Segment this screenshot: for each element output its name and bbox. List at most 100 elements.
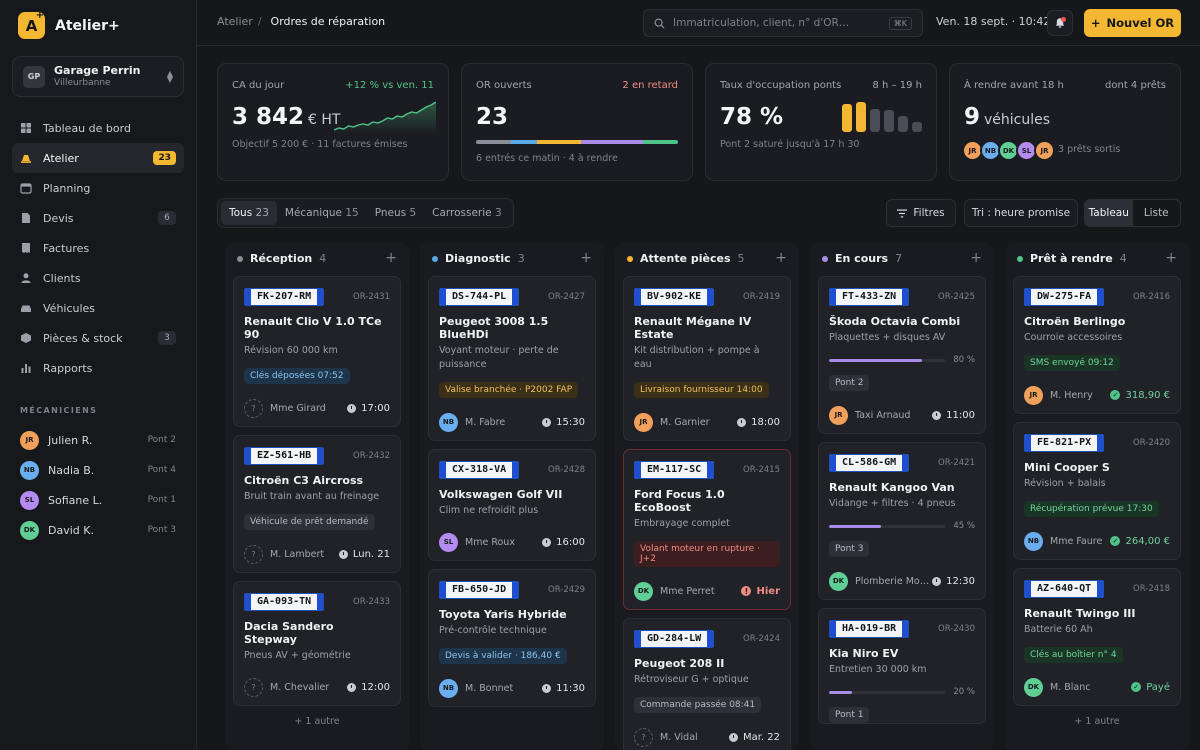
column-title: Attente pièces [640, 252, 731, 265]
job-description: Pneus AV + géométrie [244, 650, 351, 661]
repair-order-card[interactable]: CX-318-VA OR-2428 Volkswagen Golf VII Clim … [428, 449, 596, 561]
card-footer: ? M. Vidal Mar. 22 [634, 719, 780, 750]
plate-eu-band [440, 582, 446, 598]
view-table-button[interactable]: Tableau [1085, 200, 1133, 226]
add-card-button[interactable]: + [1165, 250, 1177, 266]
plate-number: FK-207-RM [257, 291, 312, 302]
sidebar-item-clients[interactable]: Clients [12, 263, 184, 293]
vehicle-model: Citroën Berlingo [1024, 315, 1126, 328]
clock-icon [542, 537, 552, 547]
unassigned-avatar[interactable]: ? [634, 727, 653, 747]
mechanics-title: MÉCANICIENS [20, 406, 98, 415]
repair-order-card[interactable]: CL-586-GM OR-2421 Renault Kangoo Van Vidang… [818, 442, 986, 600]
vehicle-model: Renault Clio V 1.0 TCe 90 [244, 315, 382, 341]
client: JR M. Henry [1024, 385, 1093, 405]
sidebar-item-factures[interactable]: Factures [12, 233, 184, 263]
sidebar-item-planning[interactable]: Planning [12, 173, 184, 203]
unassigned-avatar[interactable]: ? [244, 398, 263, 418]
brand[interactable]: A + Atelier+ [18, 10, 120, 39]
garage-switcher[interactable]: GP Garage Perrin Villeurbanne ▲ ▼ [12, 56, 184, 97]
repair-order-card[interactable]: DS-744-PL OR-2427 Peugeot 3008 1.5 BlueHDi… [428, 276, 596, 441]
more-cards-link[interactable]: + 1 autre [1074, 716, 1120, 727]
progress-fill [829, 524, 882, 528]
client: DK Plomberie Mo… [829, 571, 929, 591]
repair-order-card[interactable]: FT-433-ZN OR-2425 Škoda Octavia Combi Plaqu… [818, 276, 986, 434]
current-datetime: Ven. 18 sept. · 10:42 [936, 15, 1051, 28]
kanban-column: En cours 7 + FT-433-ZN OR-2425 Škoda Octavia … [810, 243, 994, 750]
mechanic-name: David K. [48, 523, 94, 537]
mechanic-avatar: JR [829, 405, 848, 425]
add-card-button[interactable]: + [385, 250, 397, 266]
plus-icon: + [1090, 16, 1101, 30]
filter-tab-mécanique[interactable]: Mécanique 15 [284, 207, 359, 219]
filter-tab-tous[interactable]: Tous 23 [221, 201, 277, 225]
repair-order-card[interactable]: FK-207-RM OR-2431 Renault Clio V 1.0 TCe 9… [233, 276, 401, 427]
card-header: BV-902-KE OR-2419 [634, 288, 780, 306]
plate-number: FB-650-JD [452, 584, 507, 595]
sidebar-item-pièces-stock[interactable]: Pièces & stock 3 [12, 323, 184, 353]
sidebar-item-rapports[interactable]: Rapports [12, 353, 184, 383]
mechanic-row[interactable]: SL Sofiane L. Pont 1 [20, 485, 176, 515]
repair-order-card[interactable]: GD-284-LW OR-2424 Peugeot 208 II Rétroviseu… [623, 618, 791, 750]
license-plate: CX-318-VA [439, 461, 520, 479]
garage-avatar: GP [23, 65, 45, 88]
repair-order-card[interactable]: DW-275-FA OR-2416 Citroën Berlingo Courroie… [1013, 276, 1181, 414]
add-card-button[interactable]: + [580, 250, 592, 266]
repair-order-card[interactable]: BV-902-KE OR-2419 Renault Mégane IV Estate… [623, 276, 791, 441]
column-status-dot [822, 255, 828, 262]
filter-tab-carrosserie[interactable]: Carrosserie 3 [432, 207, 502, 219]
breadcrumb-root[interactable]: Atelier [217, 15, 253, 28]
mechanic-row[interactable]: JR Julien R. Pont 2 [20, 425, 176, 455]
add-card-button[interactable]: + [970, 250, 982, 266]
kpi-occupation-hours: 8 h – 19 h [872, 80, 922, 91]
sidebar-item-tableau-de-bord[interactable]: Tableau de bord [12, 113, 184, 143]
sidebar-item-véhicules[interactable]: Véhicules [12, 293, 184, 323]
repair-order-card[interactable]: EZ-561-HB OR-2432 Citroën C3 Aircross Bruit… [233, 435, 401, 573]
filter-tab-pneus[interactable]: Pneus 5 [374, 207, 417, 219]
view-list-button[interactable]: Liste [1143, 207, 1169, 219]
plate-eu-band [635, 462, 641, 478]
search-input[interactable]: Immatriculation, client, n° d'OR… ⌘K [643, 9, 923, 37]
unassigned-avatar[interactable]: ? [244, 544, 263, 564]
repair-order-card[interactable]: FB-650-JD OR-2429 Toyota Yaris Hybride Pré-… [428, 569, 596, 707]
vehicle-model: Ford Focus 1.0 EcoBoost [634, 488, 725, 514]
or-number: OR-2424 [743, 634, 780, 644]
plate-dept-band [1097, 581, 1104, 597]
license-plate: CL-586-GM [829, 454, 910, 472]
kpi-occupation-bars [842, 102, 924, 132]
card-header: FK-207-RM OR-2431 [244, 288, 390, 306]
add-card-button[interactable]: + [775, 250, 787, 266]
plate-eu-band [440, 289, 446, 305]
unassigned-avatar[interactable]: ? [244, 677, 263, 697]
sidebar-item-devis[interactable]: Devis 6 [12, 203, 184, 233]
due-time: 11:00 [932, 410, 975, 421]
status-tag: Volant moteur en rupture · J+2 [634, 541, 780, 567]
sort-button[interactable]: Tri : heure promise [964, 199, 1078, 227]
client: DK Mme Perret [634, 581, 715, 601]
column-title: Diagnostic [445, 252, 511, 265]
repair-order-card[interactable]: FE-821-PX OR-2420 Mini Cooper S Révision + … [1013, 422, 1181, 560]
job-description: Batterie 60 Ah [1024, 624, 1093, 635]
sidebar-item-atelier[interactable]: Atelier 23 [12, 143, 184, 173]
sidebar-item-label: Véhicules [43, 301, 96, 315]
card-header: DW-275-FA OR-2416 [1024, 288, 1170, 306]
repair-order-card[interactable]: AZ-640-QT OR-2418 Renault Twingo III Batter… [1013, 568, 1181, 706]
plate-number: GD-284-LW [647, 633, 702, 644]
notifications-button[interactable] [1047, 10, 1073, 36]
mechanic-avatar: JR [634, 412, 653, 432]
more-cards-link[interactable]: + 1 autre [294, 716, 340, 727]
or-number: OR-2419 [743, 292, 780, 302]
breadcrumb-current: Ordres de réparation [270, 15, 386, 28]
card-footer: NB M. Fabre 15:30 [439, 404, 585, 440]
new-or-button[interactable]: + Nouvel OR [1084, 9, 1181, 37]
filters-button[interactable]: Filtres [886, 199, 956, 227]
repair-order-card[interactable]: GA-093-TN OR-2433 Dacia Sandero Stepway Pne… [233, 581, 401, 706]
repair-order-card[interactable]: EM-117-SC OR-2415 Ford Focus 1.0 EcoBoost E… [623, 449, 791, 610]
status-tag: SMS envoyé 09:12 [1024, 355, 1120, 371]
sidebar-item-label: Atelier [43, 151, 79, 165]
plate-eu-band [440, 462, 446, 478]
mechanic-row[interactable]: NB Nadia B. Pont 4 [20, 455, 176, 485]
mechanic-row[interactable]: DK David K. Pont 3 [20, 515, 176, 545]
due-time: ✓ Payé [1131, 682, 1170, 693]
repair-order-card[interactable]: HA-019-BR OR-2430 Kia Niro EV Entretien 30 … [818, 608, 986, 724]
